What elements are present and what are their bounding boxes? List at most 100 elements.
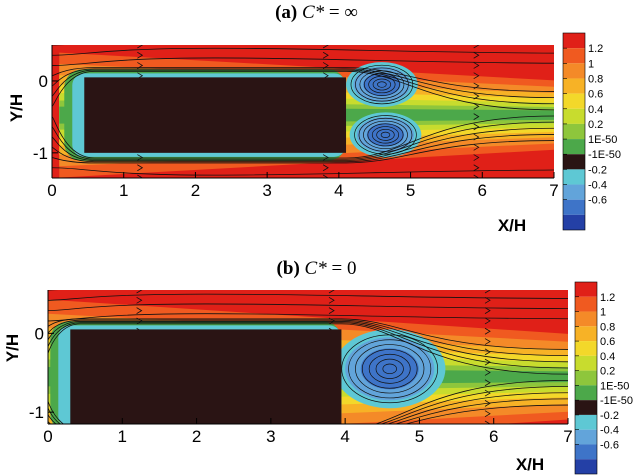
- panel-a-title: (a) C* = ∞: [0, 2, 633, 24]
- streamline: [52, 134, 554, 163]
- streamline: [52, 167, 554, 176]
- colorbar-swatch: [563, 139, 585, 155]
- colorbar-label: 1E-50: [600, 380, 629, 392]
- colorbar-label: 1.2: [600, 292, 615, 304]
- y-tick-label: -1: [29, 403, 44, 422]
- x-axis-label: X/H: [498, 216, 526, 235]
- vortex-streamline: [363, 73, 400, 96]
- colorbar-swatch: [575, 444, 597, 460]
- x-tick-label: 3: [266, 427, 275, 446]
- streamline-arrow: [473, 123, 480, 131]
- streamline: [48, 293, 568, 301]
- streamline-arrow: [322, 51, 329, 59]
- panel-b: (b) C* = 0 0 1 2 3 4 5 6 7 0 -1 X/H Y/H 1.2 1 0.8 0.6 0.…: [0, 240, 633, 476]
- streamline-arrow: [484, 296, 491, 304]
- streamline-arrow: [473, 143, 480, 151]
- panel-b-title: (b) C* = 0: [0, 258, 633, 280]
- streamline-arrow: [473, 45, 480, 49]
- colorbar-swatch: [575, 400, 597, 415]
- vortex-streamline: [361, 349, 418, 389]
- colorbar-label: 0.4: [600, 351, 615, 363]
- streamline: [48, 318, 568, 350]
- x-tick-label: 4: [340, 427, 349, 446]
- streamline: [52, 127, 554, 161]
- y-tick-label: 0: [35, 324, 44, 343]
- colorbar-swatch: [563, 78, 585, 94]
- streamline: [52, 115, 554, 159]
- streamline: [52, 70, 554, 111]
- streamline-arrow: [473, 62, 480, 69]
- solid-body: [84, 77, 347, 153]
- streamline: [48, 404, 568, 424]
- streamline: [48, 290, 60, 291]
- streamline: [52, 47, 554, 56]
- streamline: [48, 319, 568, 357]
- streamline-arrow: [484, 317, 491, 325]
- vortex-streamline: [382, 363, 397, 375]
- colorbar-label: 0.4: [588, 104, 603, 116]
- streamline-arrow: [484, 389, 491, 397]
- colorbar-label: -0.4: [600, 425, 619, 437]
- y-tick-label: 0: [39, 72, 48, 91]
- streamline-arrow: [484, 400, 491, 407]
- streamline-arrow: [484, 358, 491, 366]
- colorbar-label: 1: [588, 58, 594, 70]
- colorbar-swatch: [563, 214, 585, 230]
- streamline: [52, 45, 67, 46]
- streamline-arrow: [473, 174, 480, 178]
- y-tick-label: -1: [33, 144, 48, 163]
- streamline-arrow: [473, 113, 480, 120]
- colorbar-swatch: [563, 154, 585, 170]
- streamline-arrow: [473, 154, 480, 161]
- vortex-streamline: [363, 120, 408, 150]
- colorbar-swatch: [563, 169, 585, 185]
- streamline-arrow: [137, 154, 144, 161]
- panel-b-title-eq: =: [331, 258, 343, 279]
- streamline-arrow: [136, 307, 143, 314]
- x-tick-label: 0: [43, 427, 52, 446]
- streamline: [52, 68, 554, 98]
- streamline-arrow: [484, 327, 491, 335]
- streamline-arrow: [484, 369, 491, 376]
- colorbar-swatch: [563, 48, 585, 64]
- colorbar-label: 1: [600, 307, 606, 319]
- colorbar-swatch: [563, 123, 585, 140]
- x-tick-label: 2: [191, 181, 200, 200]
- contour-field: [52, 45, 554, 178]
- colorbar-label: 0.2: [600, 366, 615, 378]
- streamline-arrow: [484, 410, 491, 418]
- colorbar-swatch: [563, 93, 585, 109]
- streamline: [48, 398, 568, 424]
- streamline-arrow: [322, 174, 329, 178]
- colorbar-swatch: [563, 63, 585, 79]
- colorbar-swatch: [563, 33, 585, 49]
- streamline-arrow: [473, 82, 480, 90]
- colorbar-label: 1E-50: [588, 134, 617, 146]
- x-tick-label: 6: [478, 181, 487, 200]
- colorbar-swatch: [575, 326, 597, 342]
- streamline-arrow: [473, 164, 480, 172]
- streamline-arrow: [484, 420, 491, 424]
- streamline: [52, 140, 554, 164]
- streamline-arrow: [484, 338, 491, 345]
- streamline-arrow: [137, 174, 144, 178]
- streamline: [48, 313, 568, 322]
- streamline-arrow: [328, 307, 335, 314]
- streamline-arrow: [473, 51, 480, 59]
- streamline-arrow: [328, 296, 335, 304]
- vortex-streamline: [368, 353, 411, 384]
- vortex-streamline: [371, 126, 400, 144]
- vortex-streamline: [354, 115, 417, 155]
- x-axis-label: X/H: [516, 455, 544, 474]
- colorbar-swatch: [575, 459, 597, 474]
- colorbar-swatch: [575, 282, 597, 297]
- colorbar-label: 1.2: [588, 43, 603, 55]
- x-tick-label: 5: [406, 181, 415, 200]
- panel-a-title-value: ∞: [344, 2, 358, 23]
- streamline-arrow: [322, 45, 329, 49]
- vortex-streamline: [350, 64, 414, 105]
- vortex-streamline: [372, 78, 392, 91]
- streamline-arrow: [473, 72, 480, 80]
- streamline: [48, 303, 568, 312]
- streamline-arrow: [473, 92, 480, 100]
